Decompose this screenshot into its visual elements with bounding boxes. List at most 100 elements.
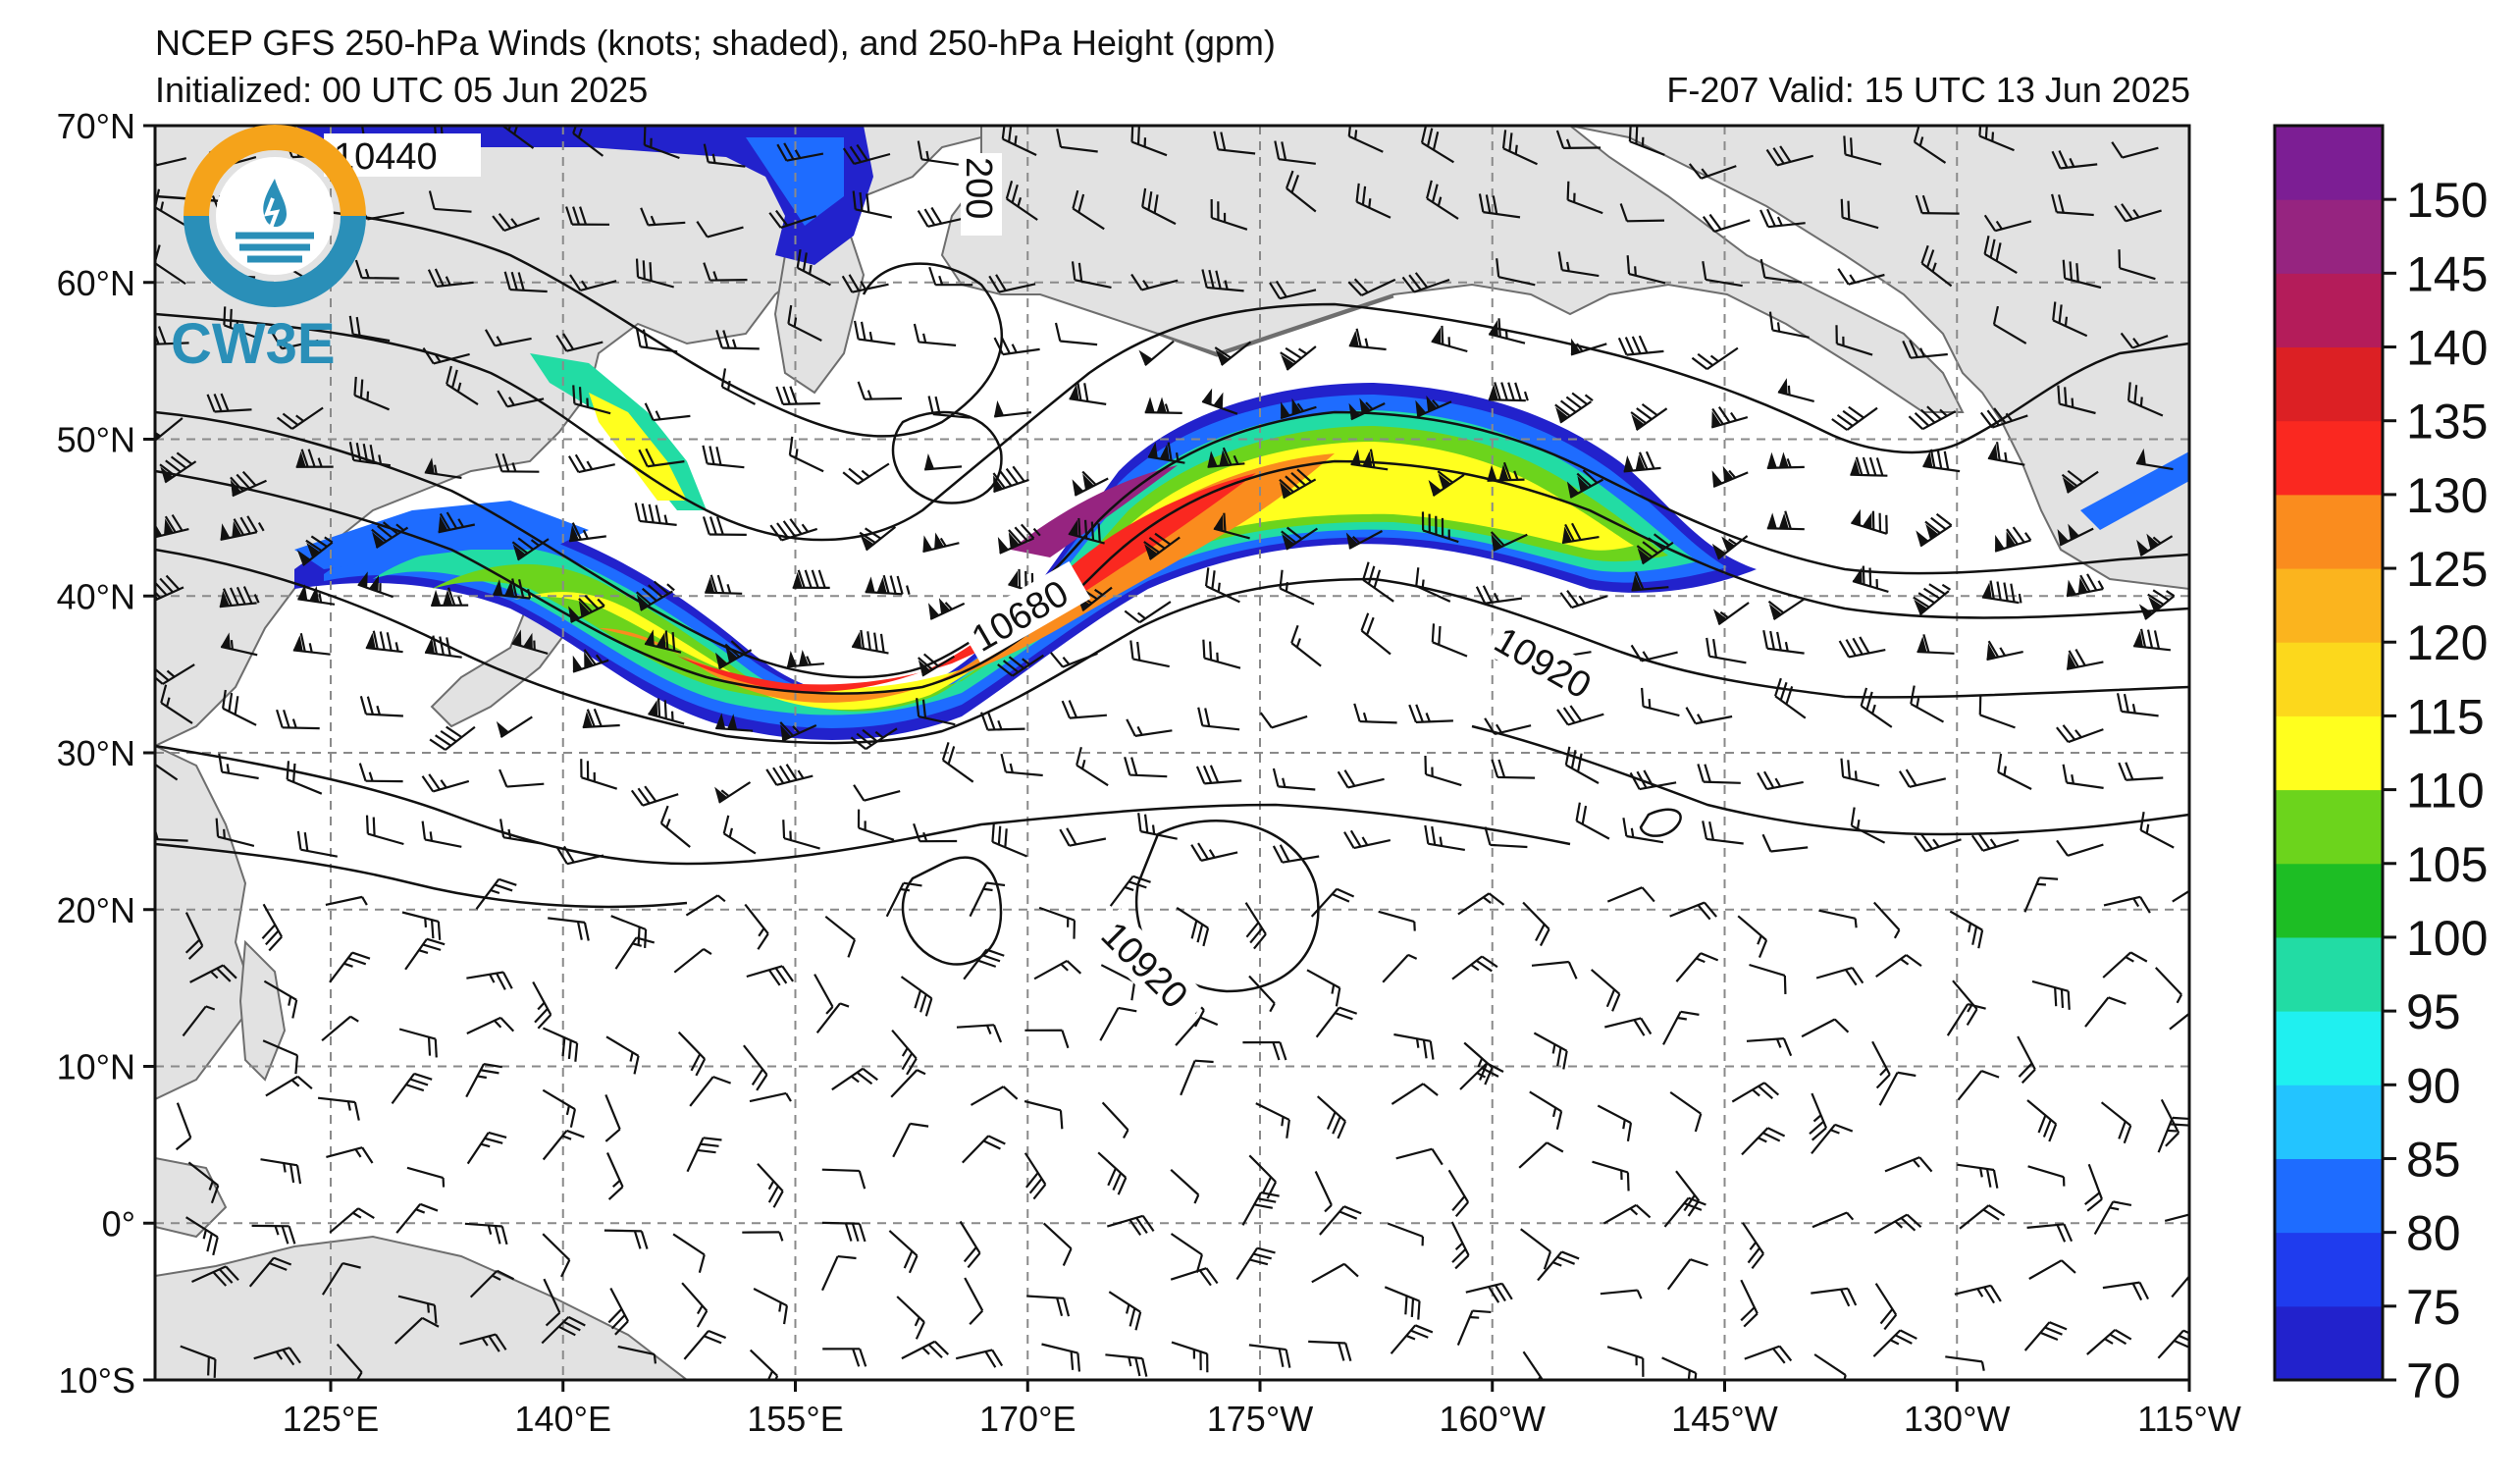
wind-barb (556, 845, 604, 866)
wind-barb (1248, 975, 1276, 1013)
wind-barb (1190, 842, 1238, 862)
wind-barb (1994, 526, 2032, 553)
wind-barb (605, 1035, 640, 1075)
wind-barb (2102, 1281, 2150, 1301)
wind-barb (496, 715, 533, 738)
wind-barb (427, 268, 474, 288)
wind-barb (1957, 1163, 1999, 1189)
wind-barb (850, 727, 898, 751)
wind-barb (1606, 1346, 1645, 1377)
wind-barb (962, 1135, 1006, 1164)
wind-barb (180, 1345, 217, 1378)
wind-barbs (155, 126, 2189, 1380)
wind-barb (1860, 687, 1893, 728)
wind-barb (865, 574, 911, 596)
wind-barb (604, 1093, 621, 1142)
wind-barb (1311, 1262, 1359, 1284)
wind-barb (297, 584, 336, 606)
wind-barb (446, 365, 479, 406)
wind-barb (1056, 129, 1098, 153)
wind-barb (2026, 1223, 2074, 1243)
wind-barb (2136, 533, 2174, 557)
wind-barb (749, 1091, 792, 1103)
wind-barb (1902, 340, 1948, 359)
wind-barb (782, 820, 820, 850)
colorbar-segment (2275, 126, 2383, 200)
wind-barb (1554, 392, 1594, 424)
wind-barb (955, 1349, 1004, 1368)
wind-barb (2093, 1200, 2132, 1236)
colorbar-tick-label: 95 (2406, 984, 2461, 1039)
lat-tick-label: 60°N (57, 263, 135, 303)
wind-barb (2084, 1163, 2103, 1212)
wind-barb (1315, 1006, 1358, 1038)
wind-barb (326, 1146, 374, 1164)
colorbar-tick-label: 70 (2406, 1353, 2461, 1408)
wind-barb (1180, 1059, 1214, 1096)
wind-barb (677, 1031, 707, 1077)
wind-barb (787, 304, 822, 342)
wind-barb (532, 980, 552, 1030)
wind-barb (1306, 969, 1341, 1007)
lat-tick-label: 0° (102, 1203, 135, 1244)
wind-barb (1041, 1343, 1081, 1372)
lat-tick-label: 50°N (57, 420, 135, 460)
wind-barb (1533, 1032, 1568, 1070)
wind-barb (703, 143, 746, 168)
wind-barb (1831, 405, 1878, 431)
wind-barb (263, 980, 298, 1019)
wind-barb (582, 708, 620, 729)
wind-barb (1749, 963, 1787, 994)
wind-barb (401, 911, 442, 940)
wind-barb (997, 523, 1041, 555)
wind-barb (321, 1262, 361, 1296)
wind-barb (1913, 583, 1952, 616)
colorbar-tick-label: 125 (2406, 542, 2488, 597)
wind-barb (265, 1075, 313, 1097)
wind-barb (336, 1343, 363, 1380)
wind-barb (253, 1347, 301, 1366)
wind-barb (1702, 213, 1751, 234)
wind-barb (901, 1340, 950, 1360)
wind-barb (1259, 712, 1308, 729)
wind-barb (2052, 301, 2088, 338)
wind-barb (1630, 403, 1668, 432)
wind-barb (1597, 1104, 1633, 1142)
wind-barb (1979, 407, 2028, 429)
wind-barb (610, 915, 648, 949)
wind-barb (475, 877, 517, 910)
lat-tick-label: 10°N (57, 1047, 135, 1087)
wind-barb (2066, 649, 2104, 670)
wind-barb (220, 515, 265, 542)
wind-barb (542, 1027, 579, 1062)
wind-barb (428, 190, 472, 213)
wind-barb (1590, 969, 1621, 1012)
wind-barb (775, 386, 820, 405)
wind-barb (1636, 533, 1674, 565)
wind-barb (1852, 565, 1889, 593)
wind-barb (317, 1096, 360, 1121)
wind-barb (1459, 1062, 1504, 1090)
wind-barb (1176, 906, 1210, 947)
wind-barb (1757, 770, 1804, 791)
logo-text: CW3E (171, 312, 336, 376)
wind-barb (614, 936, 656, 970)
wind-barb (824, 915, 857, 958)
wind-barb (1319, 1205, 1362, 1236)
wind-barb (630, 785, 679, 807)
wind-barb (1420, 126, 1454, 164)
wind-barb (852, 190, 893, 219)
wind-barb (1484, 717, 1532, 736)
wind-barb (1213, 512, 1250, 540)
wind-barb (1100, 964, 1136, 1001)
lon-tick-label: 155°E (747, 1399, 843, 1439)
wind-barb (1630, 644, 1678, 662)
wind-barb (1878, 1071, 1916, 1106)
wind-barb (1285, 170, 1317, 213)
wind-barb (1619, 203, 1665, 223)
colorbar-segment (2275, 1305, 2383, 1381)
wind-barb (175, 1102, 192, 1151)
colorbar-tick-label: 100 (2406, 911, 2488, 966)
wind-barb (2084, 996, 2126, 1028)
